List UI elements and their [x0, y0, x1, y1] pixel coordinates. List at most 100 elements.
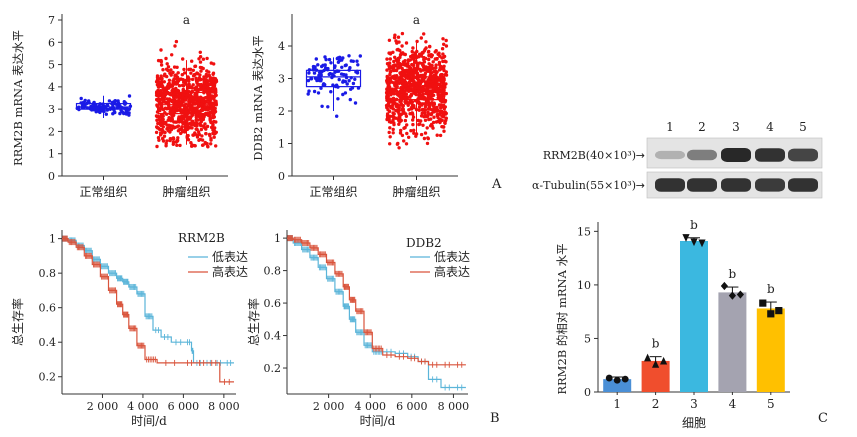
data-point [391, 99, 396, 104]
data-point [405, 131, 409, 136]
data-point [419, 114, 424, 118]
data-point [414, 134, 418, 138]
data-point [388, 66, 392, 70]
data-point [403, 78, 407, 83]
data-point [164, 67, 169, 71]
data-point [405, 123, 409, 127]
data-point [396, 35, 401, 39]
data-point [397, 112, 401, 117]
data-point [214, 93, 218, 98]
data-point [391, 131, 395, 135]
data-point [203, 140, 207, 145]
data-point [431, 60, 435, 64]
data-point [423, 131, 428, 135]
data-point [160, 95, 165, 99]
data-point [432, 115, 436, 119]
data-point [172, 137, 176, 141]
data-point [171, 140, 176, 144]
data-point [206, 113, 211, 118]
data-point [411, 54, 415, 58]
data-point [443, 100, 447, 104]
data-point [165, 74, 169, 79]
data-point [441, 105, 445, 109]
data-point [203, 105, 207, 109]
data-point [196, 118, 200, 122]
data-point [175, 81, 179, 86]
data-point [160, 131, 164, 135]
significance-mark: a [183, 13, 190, 27]
data-point [431, 76, 435, 81]
data-point [397, 146, 401, 150]
data-point [422, 57, 426, 62]
data-point [107, 99, 112, 103]
data-point [388, 52, 393, 56]
data-point [188, 121, 192, 126]
data-point [407, 80, 412, 84]
significance-mark: b [690, 218, 698, 232]
data-point [175, 143, 179, 147]
blot-arrow: → [636, 179, 645, 192]
data-point [343, 91, 348, 95]
data-point [199, 127, 204, 132]
x-tick-label: 4 000 [354, 400, 386, 413]
data-point [413, 89, 418, 93]
data-point [420, 111, 424, 116]
legend-label: 低表达 [434, 250, 470, 264]
data-point [412, 79, 416, 83]
data-point [395, 104, 399, 108]
data-point [205, 69, 209, 73]
data-point [441, 110, 445, 115]
data-point [423, 47, 427, 52]
data-point [400, 133, 405, 138]
x-tick-label: 1 [613, 397, 621, 411]
data-point [198, 50, 202, 54]
data-point [385, 87, 389, 91]
data-point [184, 95, 189, 100]
data-point [438, 133, 443, 138]
data-point [79, 96, 83, 101]
blot-band [655, 178, 685, 192]
data-point [164, 144, 168, 148]
data-point [158, 107, 163, 111]
data-point [319, 86, 323, 90]
data-point [402, 139, 406, 143]
data-point [162, 134, 167, 138]
data-point [195, 87, 199, 92]
data-point [206, 101, 211, 105]
data-point [408, 83, 412, 87]
data-point [429, 112, 433, 117]
data-point [423, 84, 427, 88]
blot-band [687, 149, 717, 161]
data-point [403, 83, 408, 88]
data-point [397, 40, 401, 44]
data-point [197, 97, 201, 101]
data-point [171, 87, 175, 92]
legend-label: 低表达 [212, 250, 248, 264]
data-point [206, 82, 210, 87]
data-point [427, 57, 431, 62]
legend-label: 高表达 [434, 264, 470, 279]
data-point [430, 93, 434, 98]
data-point [403, 125, 407, 130]
x-tick-label: 肿瘤组织 [392, 184, 440, 199]
data-point [194, 76, 198, 81]
data-point [426, 94, 431, 99]
data-point [392, 89, 396, 93]
data-point [180, 130, 185, 134]
replicate-point [652, 360, 660, 368]
data-point [444, 44, 449, 48]
data-point [181, 114, 185, 118]
data-point [412, 67, 416, 72]
data-point [417, 95, 421, 99]
panel-label-c: C [818, 411, 828, 426]
y-tick-label: 0.2 [264, 362, 282, 375]
data-point [423, 105, 428, 109]
x-axis-label: 时间/d [131, 414, 167, 428]
data-point [429, 71, 433, 75]
data-point [421, 78, 425, 83]
data-point [314, 57, 318, 61]
data-point [440, 125, 444, 129]
data-point [156, 84, 161, 89]
data-point [155, 103, 159, 107]
data-point [398, 131, 403, 135]
